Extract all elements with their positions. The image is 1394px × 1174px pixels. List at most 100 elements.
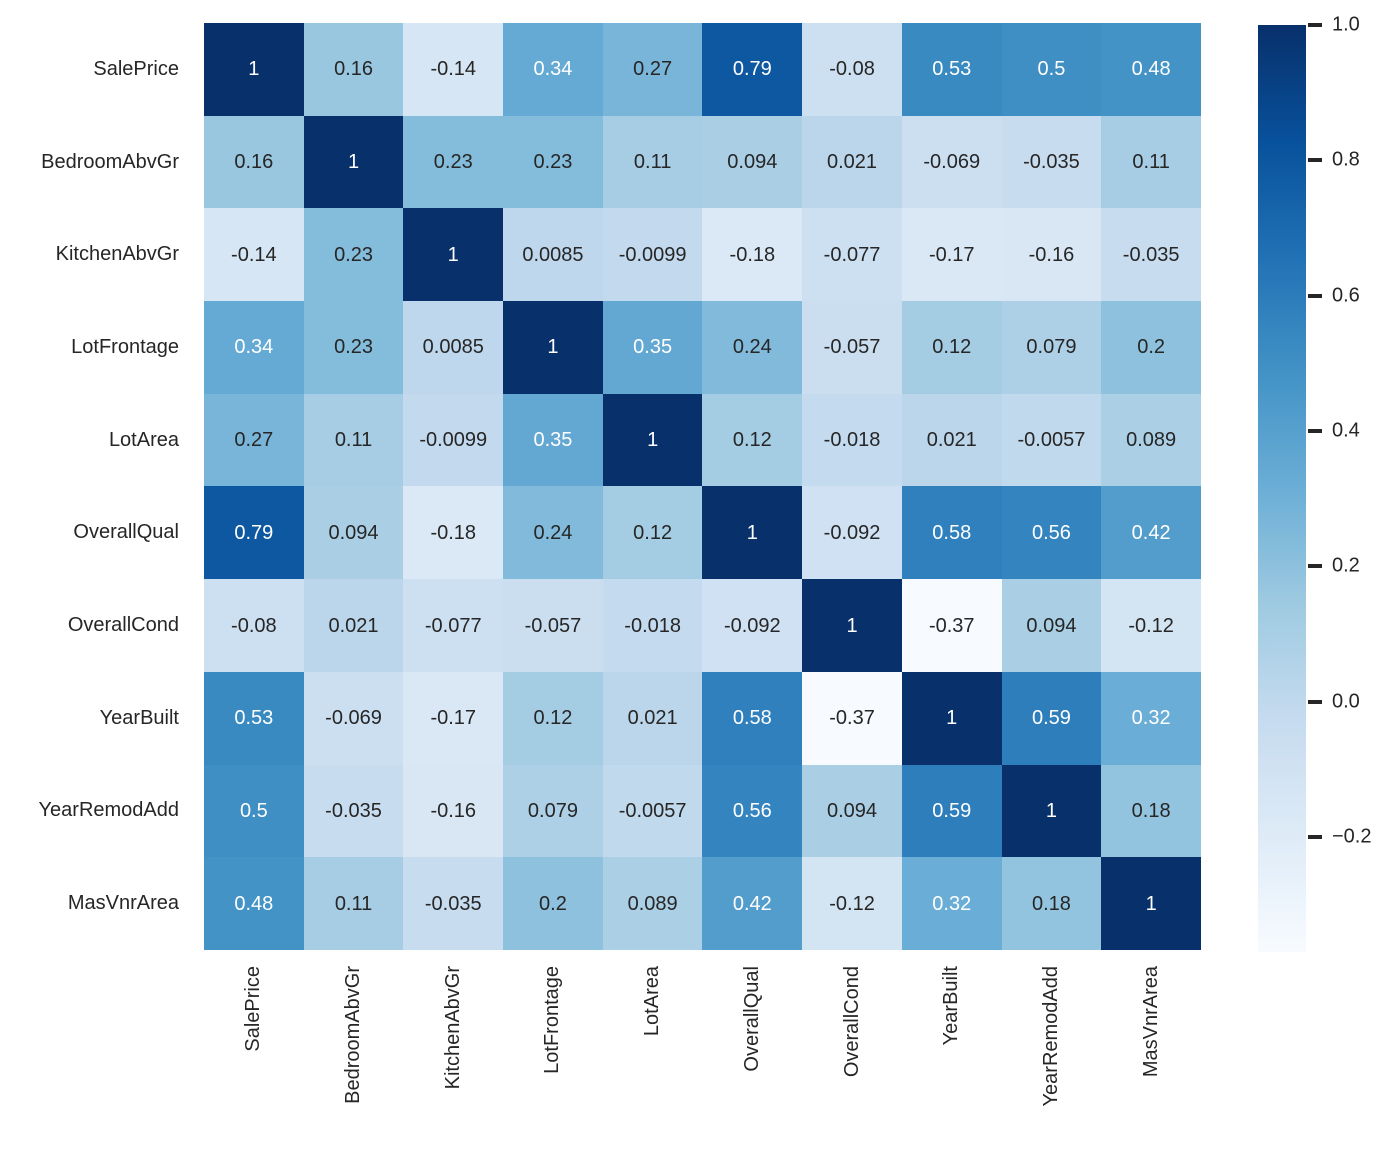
x-tick-label-text: OverallQual: [740, 966, 763, 1072]
cell-annotation: -0.12: [829, 892, 875, 915]
y-tick-label: OverallCond: [67, 614, 179, 637]
cell-annotation: 0.12: [633, 521, 673, 544]
cell-annotation: 0.2: [1137, 336, 1166, 359]
x-tick-label-text: KitchenAbvGr: [441, 966, 464, 1090]
cell-annotation: 0.56: [732, 799, 772, 822]
heatmap-cell: 0.18: [1001, 857, 1102, 950]
heatmap-cell: -0.0057: [602, 764, 703, 858]
heatmap-cell: 0.16: [303, 23, 404, 116]
cell-annotation: -0.018: [823, 429, 881, 452]
cell-annotation: -0.092: [723, 614, 781, 637]
cell-annotation: 0.11: [1132, 151, 1170, 174]
x-tick-label: LotArea: [603, 966, 703, 1171]
colorbar-tick-mark: [1308, 834, 1322, 839]
colorbar-tick-label: −0.2: [1332, 825, 1372, 848]
colorbar-tick-label: 0.6: [1332, 284, 1360, 307]
cell-annotation: -0.057: [524, 614, 582, 637]
heatmap-cell: 0.27: [602, 23, 703, 116]
colorbar-tick-mark: [1308, 23, 1322, 27]
cell-annotation: 0.5: [1037, 58, 1066, 81]
cell-annotation: -0.37: [928, 614, 975, 637]
heatmap-cell: -0.035: [1101, 208, 1201, 302]
heatmap-cell: 0.021: [802, 115, 902, 209]
cell-annotation: 0.23: [433, 151, 473, 174]
heatmap-cell: 0.12: [503, 671, 603, 765]
heatmap-cell: 0.0085: [503, 208, 603, 302]
heatmap-cell: 1: [702, 486, 803, 580]
cell-annotation: 0.12: [533, 707, 573, 730]
heatmap-cell: 1: [1001, 764, 1102, 858]
heatmap-cell: 0.5: [1001, 23, 1102, 116]
heatmap-cell: 0.58: [702, 671, 803, 765]
heatmap-cell: 0.32: [901, 857, 1002, 950]
cell-annotation: 1: [846, 614, 858, 637]
colorbar-tick-label: 1.0: [1332, 13, 1360, 36]
heatmap-cell: 0.56: [702, 764, 803, 858]
heatmap-cell: 1: [602, 393, 703, 487]
heatmap-cell: 0.24: [503, 486, 603, 580]
colorbar-tick-mark: [1308, 564, 1322, 569]
cell-annotation: -0.17: [928, 243, 975, 266]
cell-annotation: -0.14: [430, 58, 477, 81]
cell-annotation: -0.18: [729, 243, 776, 266]
cell-annotation: 1: [946, 707, 958, 730]
heatmap-cell: 0.59: [1001, 671, 1102, 765]
y-tick-label: MasVnrArea: [67, 892, 179, 915]
cell-annotation: 0.16: [234, 151, 274, 174]
heatmap-cell: 0.48: [1101, 23, 1201, 116]
cell-annotation: -0.035: [1023, 151, 1080, 174]
heatmap-cell: -0.035: [1001, 115, 1102, 209]
cell-annotation: 0.34: [533, 58, 573, 81]
x-tick-label: KitchenAbvGr: [403, 966, 503, 1171]
cell-annotation: -0.37: [829, 707, 875, 730]
heatmap-cell: -0.08: [802, 23, 902, 116]
heatmap-cell: -0.0057: [1001, 393, 1102, 487]
cell-annotation: -0.16: [430, 799, 477, 822]
colorbar-tick-mark: [1308, 293, 1322, 298]
heatmap-cell: 0.42: [702, 857, 803, 950]
heatmap-cell: -0.077: [403, 579, 504, 672]
cell-annotation: -0.069: [325, 707, 382, 730]
cell-annotation: 0.35: [533, 429, 573, 452]
cell-annotation: 0.021: [627, 707, 678, 730]
cell-annotation: 0.11: [334, 892, 373, 915]
heatmap-cell: 1: [303, 115, 404, 209]
cell-annotation: -0.092: [823, 521, 881, 544]
x-tick-label-text: LotArea: [641, 966, 664, 1037]
heatmap-cell: -0.0099: [403, 393, 504, 487]
heatmap-cell: -0.12: [802, 857, 902, 950]
heatmap-cell: 0.021: [901, 393, 1002, 487]
cell-annotation: 0.79: [732, 58, 772, 81]
x-tick-label: MasVnrArea: [1101, 966, 1201, 1171]
cell-annotation: 0.094: [1026, 614, 1077, 637]
heatmap-grid: 1 0.16 -0.14 0.34 0.27 0.79 -0.08 0.53 0.5 0.48 0.…: [204, 23, 1201, 950]
heatmap-cell: 0.2: [503, 857, 603, 950]
heatmap-cell: 0.12: [602, 486, 703, 580]
cell-annotation: -0.077: [424, 614, 482, 637]
cell-annotation: 0.12: [932, 336, 972, 359]
heatmap-cell: 0.089: [1101, 393, 1201, 487]
heatmap-cell: -0.37: [901, 579, 1002, 672]
cell-annotation: 0.18: [1031, 892, 1071, 915]
heatmap-cell: -0.077: [802, 208, 902, 302]
heatmap-cell: 0.11: [303, 393, 404, 487]
cell-annotation: 0.79: [234, 521, 274, 544]
heatmap-cell: 0.11: [602, 115, 703, 209]
cell-annotation: 0.094: [827, 799, 878, 822]
heatmap-cell: 0.089: [602, 857, 703, 950]
cell-annotation: 0.021: [926, 429, 977, 452]
heatmap-cell: 0.27: [204, 393, 304, 487]
x-tick-label: OverallQual: [702, 966, 802, 1171]
x-tick-label: SalePrice: [204, 966, 304, 1171]
x-tick-label: LotFrontage: [503, 966, 603, 1171]
cell-annotation: 0.23: [334, 243, 373, 266]
heatmap-cell: 0.48: [204, 857, 304, 950]
heatmap-cell: 0.094: [1001, 579, 1102, 672]
heatmap-cell: 0.23: [303, 301, 404, 394]
heatmap-cell: -0.069: [303, 671, 404, 765]
y-tick-label: OverallQual: [73, 521, 179, 544]
heatmap-cell: -0.035: [303, 764, 404, 858]
heatmap-cell: 0.58: [901, 486, 1002, 580]
heatmap-cell: 0.35: [503, 393, 603, 487]
cell-annotation: -0.077: [823, 243, 881, 266]
